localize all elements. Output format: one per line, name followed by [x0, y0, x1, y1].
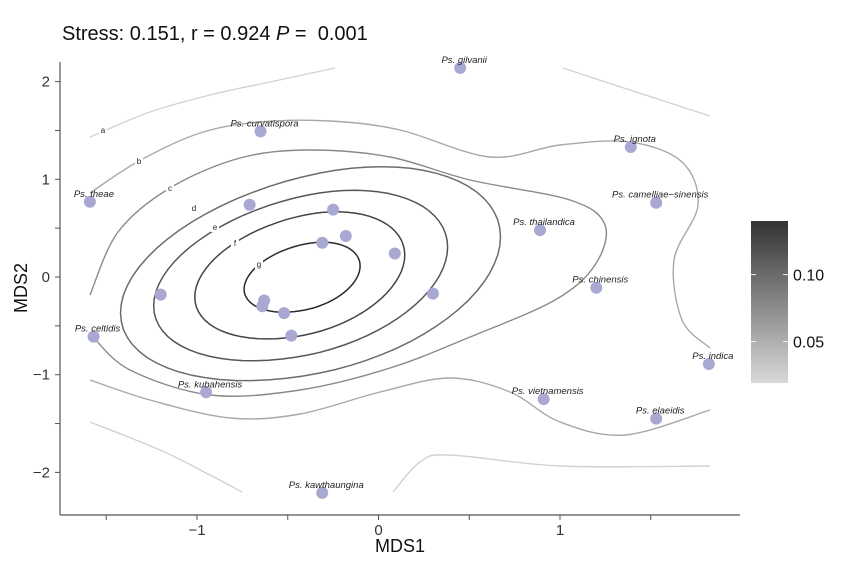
- colorbar-tick-label: 0.10: [793, 268, 824, 285]
- contour-label-bg: [99, 125, 107, 135]
- data-point: [243, 198, 256, 211]
- data-point: [278, 307, 291, 320]
- point-label: Ps. chinensis: [572, 275, 628, 286]
- data-point: [650, 196, 663, 209]
- contour-line: [89, 377, 711, 437]
- colorbar-gradient: [751, 221, 788, 383]
- data-point: [87, 330, 100, 343]
- contour-line: [119, 165, 502, 382]
- point-label: Ps. thailandica: [513, 217, 575, 228]
- x-tick-label: −1: [188, 522, 205, 539]
- contour-label: b: [137, 157, 142, 166]
- data-point: [83, 195, 96, 208]
- data-point: [624, 141, 637, 154]
- data-point: [537, 393, 550, 406]
- y-tick-label: −1: [33, 367, 50, 384]
- title-p-symbol: P: [276, 23, 290, 45]
- point-label: Ps. kubahensis: [178, 379, 243, 390]
- y-tick-label: 1: [42, 171, 50, 188]
- point-label: Ps. camelliae−sinensis: [612, 190, 709, 201]
- data-point: [339, 229, 352, 242]
- contour-label-bg: [231, 238, 239, 248]
- data-point: [426, 287, 439, 300]
- point-label: Ps. elaeidis: [636, 406, 685, 417]
- contour-label: f: [234, 239, 237, 248]
- point-label: Ps. ignota: [614, 134, 656, 145]
- contour-label-bg: [255, 259, 263, 269]
- y-tick-label: −2: [33, 464, 50, 481]
- x-tick-label: 1: [556, 522, 564, 539]
- contour-label: a: [101, 126, 106, 135]
- x-tick-label: 0: [374, 522, 382, 539]
- data-point: [454, 61, 467, 74]
- data-point: [200, 386, 213, 399]
- points-layer: Ps. gilvanii Ps. curvatispora Ps. ignota Ps…: [74, 55, 733, 499]
- contour-label: c: [168, 184, 172, 193]
- y-axis-label: MDS2: [11, 263, 31, 313]
- data-point: [316, 486, 329, 499]
- contour-line: [194, 211, 406, 340]
- point-label: Ps. vietnamensis: [512, 386, 584, 397]
- x-axis-label: MDS1: [375, 536, 425, 556]
- y-tick-label: 0: [42, 269, 50, 286]
- data-point: [154, 288, 167, 301]
- colorbar-tick-label: 0.05: [793, 334, 824, 351]
- axes: −1 0 1 −2 −1 0 1 2: [33, 62, 740, 539]
- title-prefix: Stress: 0.151, r = 0.924: [62, 23, 276, 45]
- contour-label: e: [213, 223, 218, 232]
- density-contours: a b c d e f g: [89, 67, 711, 493]
- contour-line: [562, 67, 711, 117]
- data-point: [254, 125, 267, 138]
- point-label: Ps. celtidis: [75, 324, 121, 335]
- data-point: [650, 412, 663, 425]
- chart-title: Stress: 0.151, r = 0.924 P = 0.001: [62, 23, 368, 45]
- contour-line: [89, 119, 711, 349]
- data-point: [285, 329, 298, 342]
- contour-line: [243, 241, 361, 313]
- contour-label-bg: [135, 156, 143, 166]
- colorbar-legend: 0.05 0.10: [751, 221, 824, 383]
- contour-label-bg: [190, 203, 198, 213]
- contour-label-bg: [211, 222, 219, 232]
- data-point: [534, 224, 547, 237]
- point-label: Ps. theae: [74, 189, 114, 200]
- y-tick-label: 2: [42, 74, 50, 91]
- contour-label: d: [192, 204, 196, 213]
- title-suffix: = 0.001: [289, 23, 367, 45]
- point-label: Ps. gilvanii: [441, 55, 487, 66]
- data-point: [316, 236, 329, 249]
- data-point: [327, 203, 340, 216]
- point-label: Ps. indica: [692, 351, 733, 362]
- contour-line: [89, 67, 336, 138]
- data-point: [590, 281, 603, 294]
- contour-line: [392, 454, 711, 493]
- point-label: Ps. kawthaungina: [289, 480, 364, 491]
- data-point: [702, 357, 715, 370]
- contour-label: g: [257, 260, 261, 269]
- data-point: [388, 247, 401, 260]
- contour-line: [152, 189, 449, 362]
- point-label: Ps. curvatispora: [230, 118, 298, 129]
- contour-label-bg: [166, 183, 174, 193]
- contour-line: [89, 149, 608, 397]
- data-point: [256, 300, 269, 313]
- contour-line: [89, 421, 243, 493]
